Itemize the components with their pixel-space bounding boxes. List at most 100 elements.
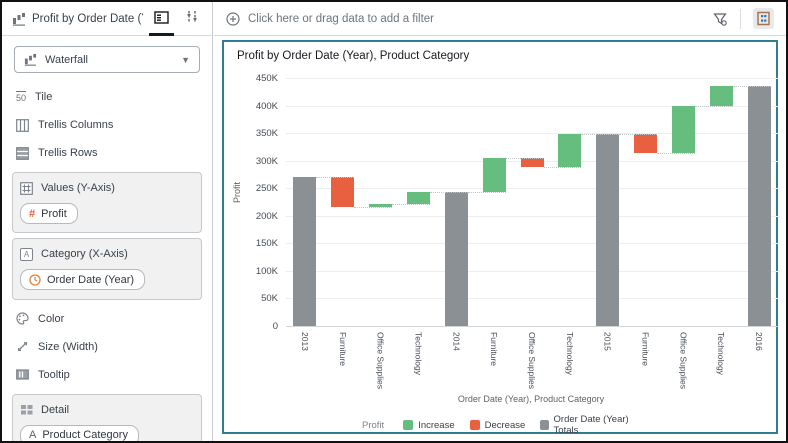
filter-funnel-icon[interactable]: [712, 11, 728, 27]
legend-item-label: Order Date (Year) Totals: [553, 414, 629, 436]
x-axis-title: Order Date (Year), Product Category: [457, 394, 605, 404]
attribute-icon: A: [29, 429, 37, 441]
waterfall-connector: [619, 133, 658, 135]
y-tick-label: 0: [272, 321, 278, 332]
field-pill-profit[interactable]: # Profit: [20, 203, 78, 224]
bar-office-supplies[interactable]: [671, 105, 695, 153]
section-label: Detail: [41, 403, 70, 416]
increase-swatch-icon: [403, 420, 414, 430]
field-pill-label: Order Date (Year): [47, 273, 135, 286]
gridline: [286, 215, 778, 217]
bar-2013[interactable]: [293, 176, 317, 326]
totals-swatch-icon: [540, 420, 549, 430]
chart-area: Profit by Order Date (Year), Product Cat…: [224, 42, 778, 436]
waterfall-connector: [657, 152, 695, 154]
legend-item-decrease[interactable]: Decrease: [469, 419, 526, 431]
waterfall-connector: [429, 192, 468, 194]
measure-icon: #: [29, 207, 36, 220]
y-tick-label: 100K: [255, 265, 278, 277]
bar-office-supplies[interactable]: [369, 204, 393, 207]
drop-target-tooltip[interactable]: Tooltip: [2, 361, 212, 389]
viz-type-label: Waterfall: [45, 53, 88, 66]
gridline: [286, 188, 778, 190]
legend-item-label: Increase: [418, 419, 455, 431]
field-pill-order-date-year[interactable]: Order Date (Year): [20, 269, 146, 290]
bar-2015[interactable]: [596, 133, 620, 326]
grammar-panel: Waterfall ▼ 50 Tile Trellis Columns: [2, 36, 212, 441]
tab-grammar-panel[interactable]: [149, 2, 174, 36]
bar-furniture[interactable]: [482, 157, 506, 193]
x-tick-label: Furniture: [489, 332, 500, 367]
grammar-sidebar: Profit by Order Date (Year), Pr...: [2, 2, 213, 441]
decrease-swatch-icon: [469, 420, 480, 430]
field-pill-product-category[interactable]: A Product Category: [20, 424, 139, 441]
waterfall-visualization-card[interactable]: Profit by Order Date (Year), Product Cat…: [222, 40, 778, 436]
legend-item-totals[interactable]: Order Date (Year) Totals: [540, 414, 638, 436]
waterfall-connector: [543, 167, 582, 168]
gridline: [286, 326, 778, 327]
waterfall-connector: [694, 105, 733, 107]
x-tick-label: Office Supplies: [375, 332, 386, 390]
drop-target-label: Trellis Rows: [38, 147, 98, 159]
bar-technology[interactable]: [709, 86, 733, 106]
y-tick-label: 200K: [255, 210, 278, 222]
x-tick-label: 2014: [451, 332, 462, 351]
bar-furniture[interactable]: [331, 176, 355, 207]
sidebar-header: Profit by Order Date (Year), Pr...: [2, 2, 212, 36]
field-pill-label: Profit: [41, 207, 67, 220]
drop-target-tile[interactable]: 50 Tile: [2, 83, 212, 111]
x-tick-label: Furniture: [337, 332, 348, 367]
y-tick-label: 50K: [261, 293, 278, 305]
values-axis-icon: [20, 181, 33, 195]
chevron-down-icon: ▼: [181, 54, 190, 65]
filter-bar[interactable]: Click here or drag data to add a filter: [214, 2, 786, 36]
bar-2016[interactable]: [747, 86, 771, 326]
bar-technology[interactable]: [406, 192, 430, 205]
bar-technology[interactable]: [558, 133, 582, 167]
legend-item-increase[interactable]: Increase: [403, 419, 455, 431]
main-area: Click here or drag data to add a filter: [214, 2, 786, 441]
bar-office-supplies[interactable]: [520, 157, 544, 167]
viz-type-dropdown[interactable]: Waterfall ▼: [14, 46, 200, 73]
waterfall-connector: [354, 206, 393, 208]
drop-target-trellis-rows[interactable]: Trellis Rows: [2, 139, 212, 167]
waterfall-icon: [24, 53, 37, 66]
section-label: Values (Y-Axis): [41, 182, 115, 194]
bar-furniture[interactable]: [634, 133, 658, 153]
x-tick-label: Furniture: [640, 332, 651, 367]
gridline: [286, 243, 778, 245]
drop-target-size-width[interactable]: Size (Width): [2, 333, 212, 361]
resize-diagonal-icon: [17, 342, 28, 352]
tile-icon: 50: [16, 91, 27, 103]
x-tick-label: 2015: [602, 332, 613, 351]
x-tick-label: Office Supplies: [678, 332, 689, 390]
drop-target-trellis-columns[interactable]: Trellis Columns: [2, 111, 212, 139]
data-panel-toggle[interactable]: [753, 8, 774, 29]
drop-target-label: Tile: [35, 91, 53, 103]
section-values-y-axis: Values (Y-Axis) # Profit: [12, 172, 202, 233]
drop-target-color[interactable]: Color: [2, 305, 212, 333]
category-axis-icon: A: [20, 247, 33, 261]
waterfall-connector: [581, 133, 620, 135]
waterfall-connector: [505, 157, 544, 159]
y-tick-label: 250K: [255, 183, 278, 195]
gridline: [286, 270, 778, 272]
section-label: Category (X-Axis): [41, 248, 128, 260]
trellis-rows-icon: [16, 146, 29, 160]
y-tick-label: 150K: [255, 238, 278, 250]
waterfall-connector: [467, 192, 506, 194]
filter-bar-prompt: Click here or drag data to add a filter: [248, 12, 435, 25]
section-detail: Detail A Product Category: [12, 393, 202, 441]
x-tick-label: 2016: [754, 332, 765, 351]
field-pill-label: Product Category: [42, 429, 128, 441]
tab-properties[interactable]: [180, 2, 204, 36]
data-panel-icon: [757, 11, 770, 26]
plus-circle-icon: [226, 11, 240, 26]
bar-2014[interactable]: [444, 192, 468, 326]
section-category-x-axis: A Category (X-Axis) Order Date (Year): [12, 238, 202, 300]
x-tick-label: Office Supplies: [527, 332, 537, 390]
chart-title: Profit by Order Date (Year), Product Cat…: [237, 50, 470, 62]
waterfall-icon: [13, 12, 25, 26]
legend-item-label: Decrease: [484, 419, 526, 431]
legend-title: Profit: [362, 419, 385, 431]
